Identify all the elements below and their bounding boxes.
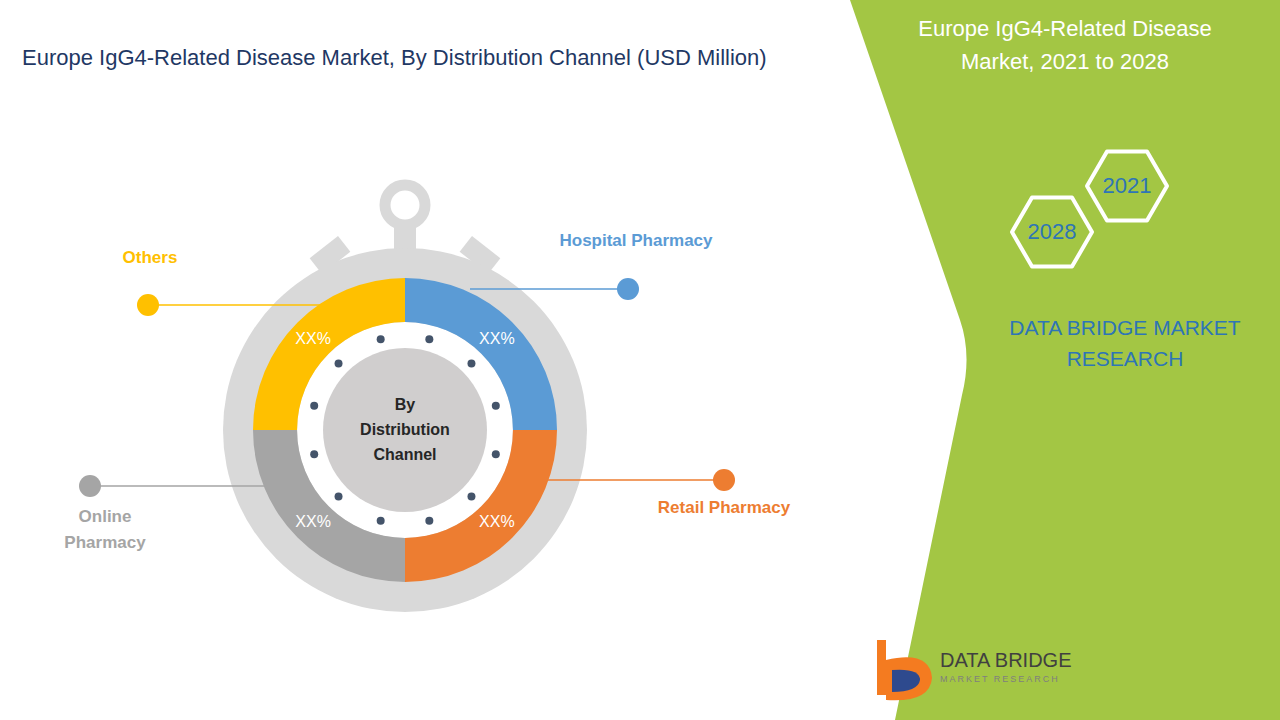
html-text:Retail Pharmacy: Retail Pharmacy [657, 498, 791, 517]
html-text:DATA BRIDGE MARKET RESEARCH: DATA BRIDGE MARKET RESEARCH [1009, 316, 1241, 370]
svg-text:XX%: XX% [479, 513, 515, 530]
html-text:Others: Others [122, 248, 178, 267]
html-text:Online Pharmacy: Online Pharmacy [64, 507, 146, 552]
svg-text:XX%: XX% [295, 513, 331, 530]
html-text:DATA BRIDGE: DATA BRIDGE [940, 649, 1072, 671]
svg-text:XX%: XX% [295, 330, 331, 347]
html-text:2028: 2028 [1027, 219, 1077, 244]
html-text:Europe IgG4-Related Disease Ma: Europe IgG4-Related Disease Market, 2021… [918, 16, 1212, 74]
svg-text:XX%: XX% [479, 330, 515, 347]
html-text:Europe IgG4-Related Disease Ma: Europe IgG4-Related Disease Market, By D… [22, 45, 767, 70]
html-text:Hospital Pharmacy: Hospital Pharmacy [559, 231, 713, 250]
html-text:2021: 2021 [1102, 173, 1152, 198]
html-text:MARKET RESEARCH: MARKET RESEARCH [940, 674, 1060, 684]
html-text:By Distribution Channel: By Distribution Channel [360, 396, 450, 463]
